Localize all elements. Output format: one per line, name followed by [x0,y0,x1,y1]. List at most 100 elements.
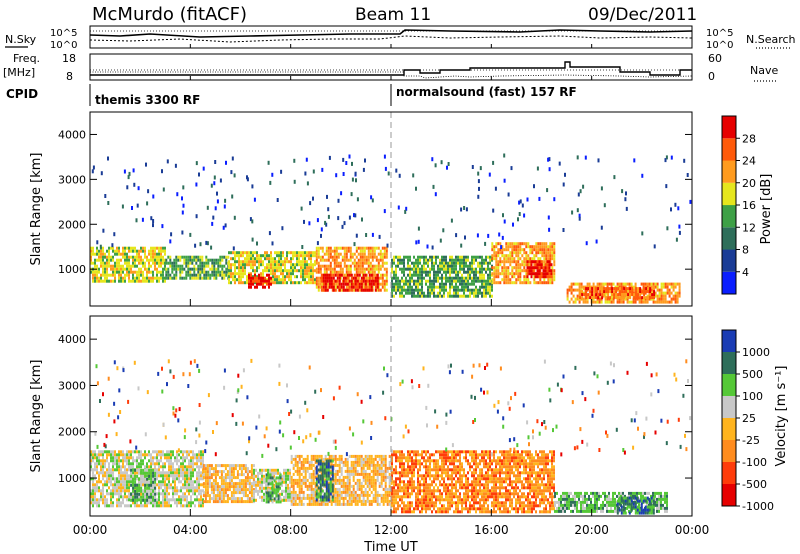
y-tick-label: 1000 [58,263,86,276]
freq-left-tick-top: 18 [62,52,76,65]
freq-line [90,61,692,76]
power-panel: 1000 2000 3000 4000 Slant Range [km] [29,111,693,307]
power-scatter [91,153,692,251]
time-x-axis: 00:00 04:00 08:00 12:00 16:00 20:00 00:00 [73,44,710,537]
colorbar-tick-label: 28 [742,132,756,145]
cpid-mode-normalsound: normalsound (fast) 157 RF [396,85,577,99]
colorbar-tick-label: -100 [742,456,767,469]
colorbar-cell [722,352,736,374]
power-colorbar-label: Power [dB] [759,174,774,245]
colorbar-tick-label: -1000 [742,500,774,513]
colorbar-cell [722,418,736,440]
velocity-region [265,473,282,504]
velocity-colorbar-label: Velocity [m s⁻¹] [774,366,789,467]
freq-label-1: Freq. [13,52,40,65]
colorbar-cell [722,330,736,352]
time-x-label: Time UT [363,540,417,554]
power-region [526,260,553,279]
noise-right-tick-bottom: 10^0 [706,40,733,51]
noise-panel: N.Sky 10^5 10^0 10^5 10^0 N.Search [5,25,796,51]
noise-sky-line [89,29,693,38]
cpid-label: CPID [6,87,38,101]
velocity-region [202,464,255,504]
date-title: 09/Dec/2011 [588,5,697,25]
noise-sky-label: N.Sky [5,33,37,46]
colorbar-cell [722,396,736,418]
colorbar-cell [722,484,736,506]
velocity-y-axis: 1000 2000 3000 4000 [58,333,692,485]
colorbar-cell [722,374,736,396]
colorbar-tick-label: 25 [742,412,756,425]
colorbar-cell [722,249,736,272]
velocity-region [616,496,655,515]
velocity-region [290,454,393,506]
power-region [579,287,656,300]
colorbar-cell [722,462,736,484]
power-region [391,255,493,298]
colorbar-tick-label: 1000 [742,346,770,359]
freq-label-2: [MHz] [3,66,35,79]
x-tick-label: 16:00 [474,523,509,537]
noise-search-line [89,35,693,43]
colorbar-cell [722,440,736,462]
velocity-scatter [94,358,692,459]
nave-label: Nave [750,64,778,77]
velocity-data [90,358,692,515]
y-tick-label: 2000 [58,218,86,231]
colorbar-tick-label: 16 [742,199,756,212]
colorbar-tick-label: 20 [742,177,756,190]
noise-search-label: N.Search [746,33,796,46]
power-y-label: Slant Range [km] [29,153,44,266]
velocity-region [315,459,334,502]
x-tick-label: 00:00 [73,523,108,537]
velocity-y-label: Slant Range [km] [29,360,44,473]
y-tick-label: 2000 [58,426,86,439]
x-tick-label: 12:00 [374,523,409,537]
noise-left-tick-bottom: 10^0 [50,40,77,51]
colorbar-cell [722,271,736,295]
power-region [248,273,272,289]
colorbar-tick-label: -500 [742,478,767,491]
velocity-region [130,468,157,502]
colorbar-tick-label: 12 [742,221,756,234]
colorbar-cell [722,182,736,206]
cpid-mode-themis: themis 3300 RF [95,93,200,107]
nave-right-tick-bottom: 0 [708,70,715,83]
nave-right-tick-top: 60 [708,52,722,65]
noise-left-tick-top: 10^5 [50,28,77,39]
colorbar-tick-label: 100 [742,390,763,403]
colorbar-tick-label: -25 [742,434,760,447]
nave-line [90,71,693,79]
power-region [320,273,379,292]
beam-title: Beam 11 [355,5,431,25]
y-tick-label: 3000 [58,173,86,186]
colorbar-cell [722,160,736,183]
x-tick-label: 04:00 [173,523,208,537]
colorbar-cell [722,227,736,250]
x-tick-label: 08:00 [273,523,308,537]
velocity-panel: 1000 2000 3000 4000 00:00 04:00 08:00 12:00 16:… [29,44,709,554]
velocity-region [391,450,555,514]
y-tick-label: 4000 [58,333,86,346]
x-tick-label: 20:00 [574,523,609,537]
power-region [165,255,230,280]
colorbar-tick-label: 4 [742,266,749,279]
y-tick-label: 3000 [58,379,86,392]
velocity-colorbar: Velocity [m s⁻¹] 1000 500 100 25 -25 -100 -500… [721,329,789,513]
colorbar-tick-label: 8 [742,244,749,257]
power-data [90,153,692,304]
power-y-axis: 1000 2000 3000 4000 [58,128,692,276]
colorbar-cell [722,138,736,161]
y-tick-label: 1000 [58,472,86,485]
noise-right-tick-top: 10^5 [706,28,733,39]
power-colorbar: Power [dB] 4 8 12 16 20 24 28 [721,115,774,295]
colorbar-tick-label: 24 [742,155,756,168]
y-tick-label: 4000 [58,128,86,141]
x-tick-label: 00:00 [675,523,710,537]
station-title: McMurdo (fitACF) [92,4,247,25]
power-region [90,246,166,283]
colorbar-cell [722,116,736,139]
colorbar-tick-label: 500 [742,368,763,381]
freq-left-tick-bottom: 8 [66,70,73,83]
